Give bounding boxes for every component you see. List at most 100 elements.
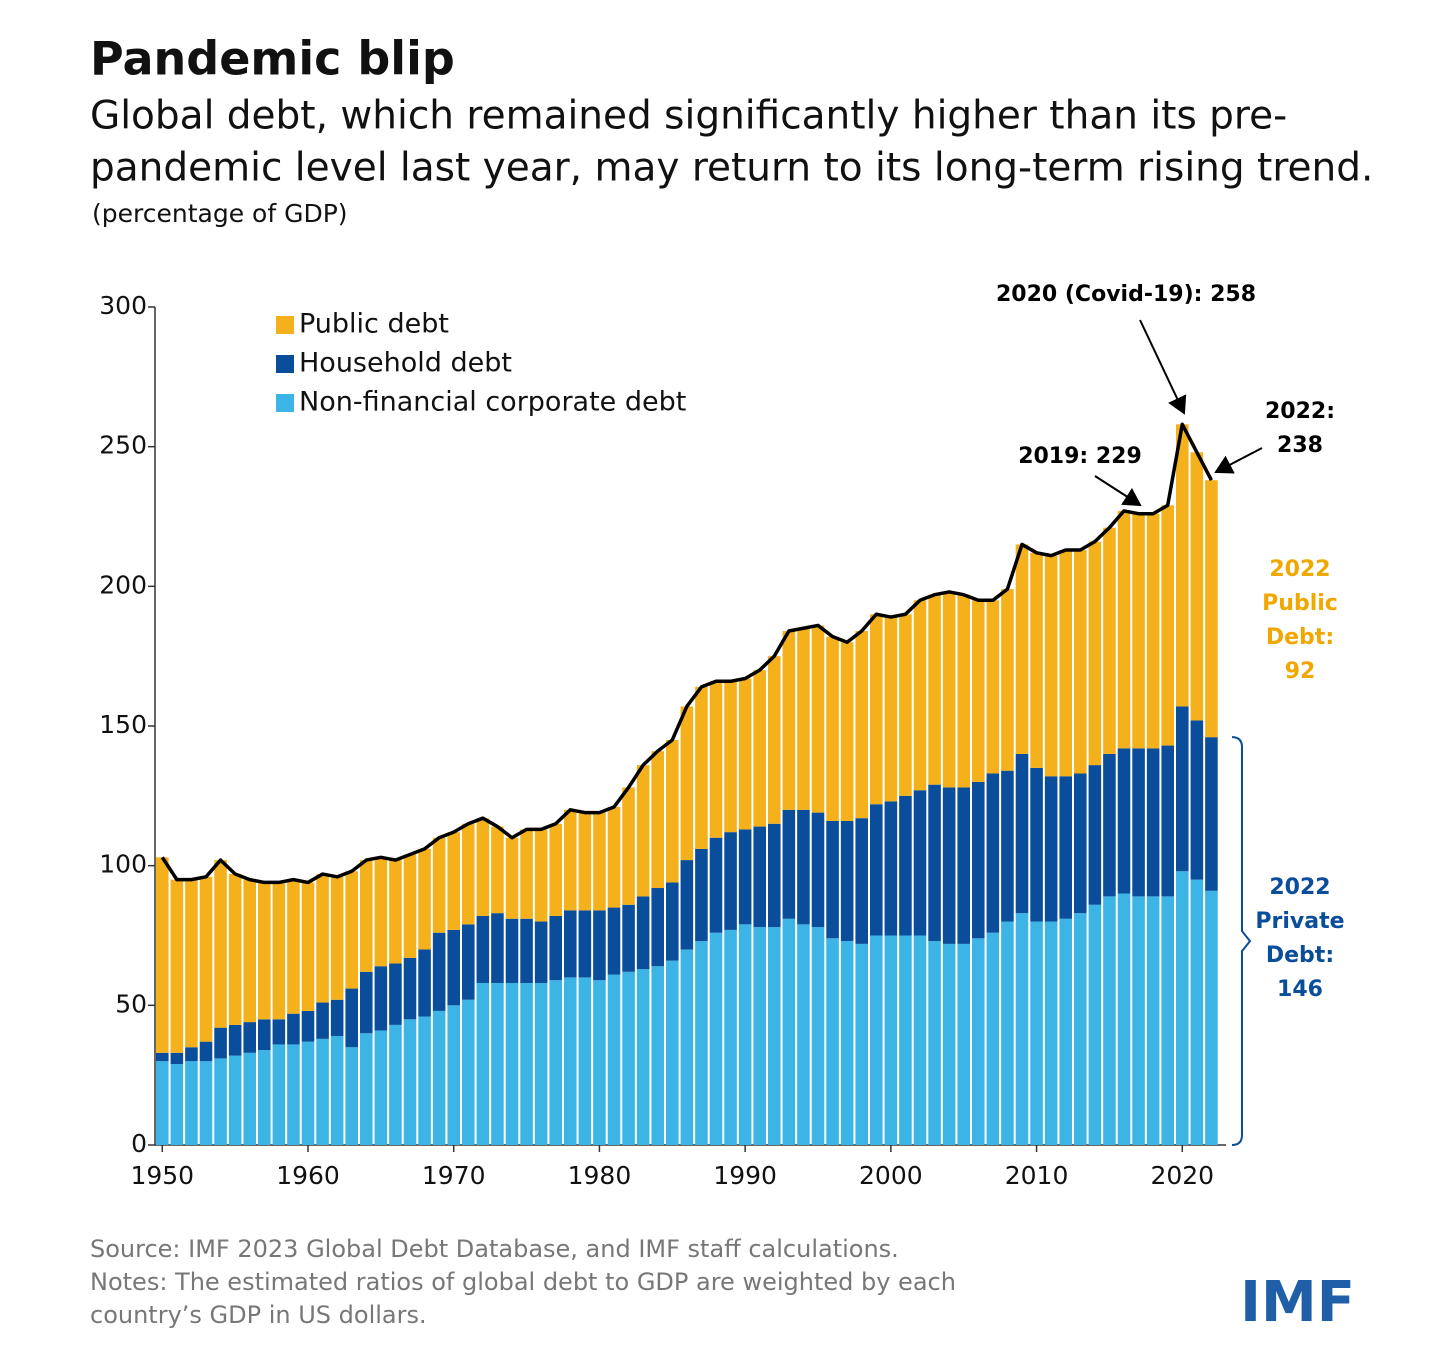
bar-segment — [1205, 737, 1218, 891]
bar-segment — [330, 1036, 344, 1145]
bar-segment — [505, 982, 519, 1145]
bar-segment — [899, 795, 912, 936]
bar-segment — [389, 963, 402, 1025]
bar-segment — [738, 678, 752, 830]
bar-segment — [1088, 765, 1102, 905]
annotation: 2022 — [1269, 875, 1330, 900]
bar-segment — [680, 860, 694, 950]
bar-segment — [826, 820, 839, 939]
bar-segment — [826, 636, 839, 821]
bar-segment — [1059, 550, 1072, 777]
bar-segment — [709, 932, 723, 1145]
bar-segment — [170, 1063, 184, 1145]
bar-segment — [1146, 513, 1160, 749]
bar-segment — [1190, 720, 1204, 880]
bar-segment — [1001, 921, 1014, 1145]
y-tick-label: 300 — [99, 291, 147, 320]
bar-segment — [986, 773, 1000, 933]
bar-segment — [156, 857, 169, 1053]
bar-segment — [1176, 871, 1189, 1145]
bar-segment — [243, 879, 256, 1023]
bar-segment — [1190, 879, 1204, 1145]
bar-segment — [578, 910, 592, 978]
bar-segment — [1103, 896, 1116, 1145]
bar-segment — [418, 1016, 431, 1145]
annotation: 146 — [1277, 977, 1323, 1002]
bar-segment — [666, 739, 679, 883]
annotation: 238 — [1277, 433, 1323, 458]
bar-segment — [1190, 452, 1204, 721]
bar-segment — [564, 910, 577, 978]
bar-segment — [1059, 776, 1072, 919]
bar-segment — [491, 913, 504, 983]
bar-segment — [214, 860, 227, 1028]
bar-segment — [870, 935, 883, 1145]
bar-segment — [884, 935, 898, 1145]
bar-segment — [1015, 544, 1029, 754]
legend-swatch — [276, 355, 294, 373]
bar-segment — [913, 790, 927, 936]
bar-segment — [593, 910, 606, 981]
annotation-arrow — [1139, 319, 1187, 415]
bar-segment — [797, 628, 810, 810]
bar-segment — [258, 1019, 271, 1051]
bar-segment — [870, 804, 883, 936]
bar-segment — [491, 982, 504, 1145]
bar-segment — [432, 837, 446, 933]
bar-segment — [593, 812, 606, 911]
bar-segment — [228, 1055, 242, 1145]
bar-segment — [607, 807, 621, 908]
bar-segment — [709, 837, 723, 933]
bar-segment — [1176, 706, 1189, 872]
bar-segment — [272, 1044, 286, 1145]
bar-segment — [942, 943, 956, 1145]
bar-segment — [476, 982, 490, 1145]
bar-segment — [942, 787, 956, 944]
x-tick-label: 2000 — [859, 1161, 923, 1190]
bar-segment — [840, 820, 854, 942]
bar-segment — [1205, 480, 1218, 738]
bar-segment — [287, 1013, 300, 1045]
bracket — [1231, 736, 1252, 1146]
bar-segment — [272, 882, 286, 1020]
bar-segment — [957, 594, 970, 788]
bar-segment — [301, 1041, 315, 1145]
bar-segment — [505, 837, 519, 919]
logo: IMF — [1240, 1270, 1355, 1335]
bar-segment — [855, 943, 868, 1145]
bar-segment — [301, 882, 315, 1011]
bar-segment — [462, 999, 475, 1145]
bar-segment — [1146, 748, 1160, 897]
bar-segment — [1088, 541, 1102, 766]
bar-segment — [476, 818, 490, 916]
bar-segment — [768, 823, 781, 928]
bar-segment — [1044, 921, 1058, 1145]
bar-segment — [243, 1052, 256, 1145]
bar-segment — [316, 874, 329, 1003]
bar-segment — [316, 1038, 329, 1145]
bar-segment — [768, 656, 781, 824]
chart-title: Pandemic blip — [90, 32, 455, 86]
bar-segment — [1030, 921, 1043, 1145]
bar-segment — [316, 1002, 329, 1039]
bar-segment — [811, 625, 825, 813]
total-line — [160, 422, 1213, 885]
bar-segment — [1030, 767, 1043, 922]
bar-segment — [1015, 913, 1029, 1145]
bar-segment — [636, 765, 650, 897]
bar-segment — [768, 927, 781, 1145]
bar-segment — [1146, 896, 1160, 1145]
y-tick-label: 200 — [99, 570, 147, 599]
annotation: 2019: 229 — [1018, 444, 1142, 469]
bar-segment — [986, 600, 1000, 774]
bar-segment — [1030, 552, 1043, 768]
bar-segment — [243, 1022, 256, 1053]
bar-segment — [855, 631, 868, 819]
bar-segment — [462, 823, 475, 925]
bar-segment — [636, 969, 650, 1145]
bar-segment — [840, 642, 854, 821]
bar-segment — [928, 941, 941, 1145]
annotation-arrow — [1214, 447, 1263, 474]
bar-segment — [899, 935, 912, 1145]
bar-segment — [753, 927, 766, 1145]
